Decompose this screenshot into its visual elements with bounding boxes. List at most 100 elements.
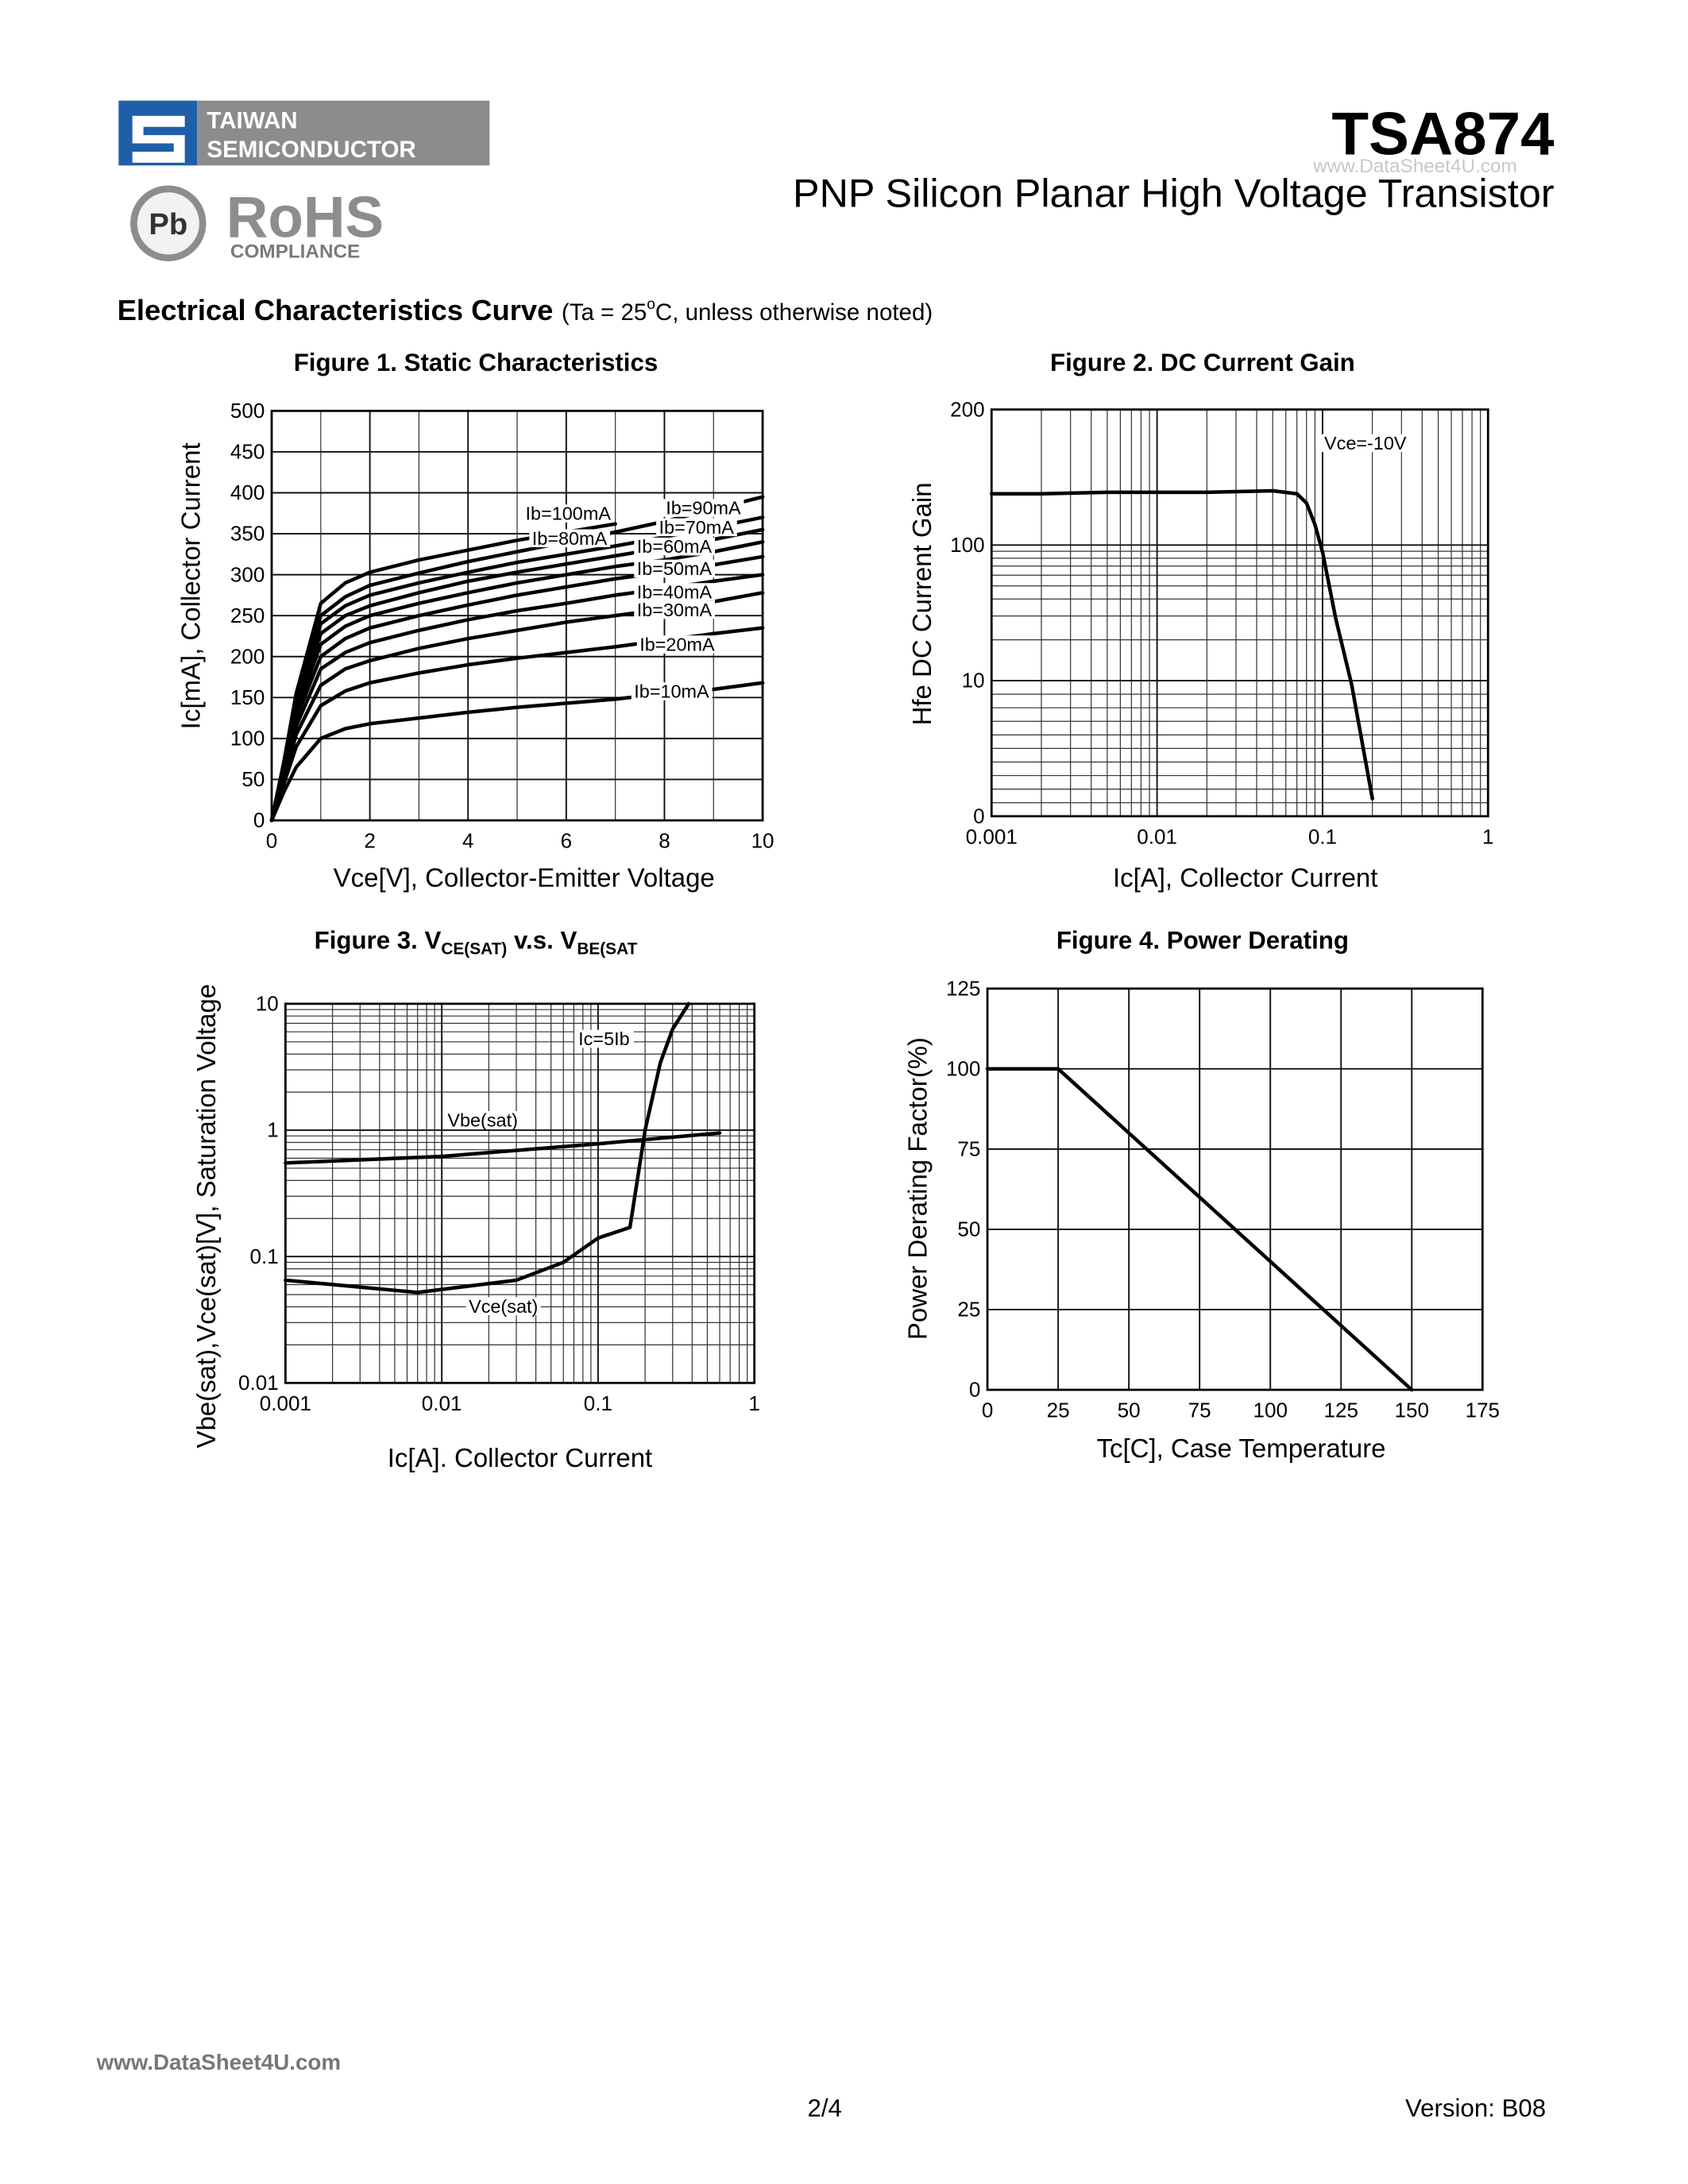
annotation: Ic=5Ib	[578, 1028, 629, 1049]
x-tick-label: 100	[1253, 1399, 1287, 1422]
compliance-label: COMPLIANCE	[230, 241, 360, 263]
label-background	[636, 635, 718, 654]
plot-frame	[990, 408, 1489, 818]
x-tick-label: 0.1	[584, 1391, 612, 1415]
label-background	[634, 537, 716, 556]
y-tick-label: 0.1	[250, 1244, 279, 1268]
x-tick-label: 2	[364, 829, 375, 853]
section-note-sup: o	[647, 296, 655, 313]
y-axis-label: Ic[mA], Collector Current	[176, 442, 206, 729]
x-tick-label: 6	[561, 829, 572, 853]
series-label: Ib=70mA	[659, 517, 735, 538]
label-background	[529, 529, 611, 548]
y-axis-label: Hfe DC Current Gain	[907, 482, 937, 725]
rohs-label: RoHS	[226, 186, 384, 250]
series-label: Ib=30mA	[637, 600, 713, 620]
x-tick-label: 0	[266, 829, 277, 853]
series-label: Ib=50mA	[637, 558, 713, 579]
x-tick-label: 0.001	[966, 824, 1018, 848]
y-tick-label: 350	[230, 522, 265, 546]
version: Version: B08	[1405, 2094, 1546, 2122]
label-background	[634, 583, 716, 601]
chart-title-text: Figure 3. V	[315, 926, 442, 954]
y-tick-label: 25	[957, 1298, 980, 1322]
x-tick-label: 0.01	[422, 1391, 462, 1415]
x-tick-label: 10	[751, 829, 774, 853]
y-tick-label: 400	[230, 480, 265, 504]
series-label: Ib=40mA	[637, 581, 713, 602]
x-tick-label: 50	[1118, 1399, 1141, 1422]
y-tick-label: 1	[267, 1118, 278, 1142]
section-title: Electrical Characteristics Curve (Ta = 25…	[118, 294, 933, 326]
chart-title-sub: CE(SAT)	[441, 940, 507, 958]
x-tick-label: 1	[1482, 824, 1493, 848]
chart: Figure 2. DC Current Gain 0.001 0.01 0.1 1 0 1…	[907, 349, 1494, 892]
chart-title: Figure 3. VCE(SAT) v.s. VBE(SAT	[315, 926, 638, 958]
y-tick-label: 300	[230, 562, 265, 586]
y-axis-label: Power Derating Factor(%)	[903, 1037, 933, 1340]
y-tick-label: 450	[230, 440, 265, 464]
pb-label: Pb	[149, 207, 187, 241]
part-number: TSA874	[1331, 100, 1555, 168]
y-tick-label: 250	[230, 604, 265, 627]
series-label: Ib=90mA	[666, 498, 741, 519]
logo-band	[197, 100, 490, 166]
y-tick-label: 500	[230, 399, 265, 423]
chart-title-sub: BE(SAT	[577, 940, 637, 958]
logo-glyph	[132, 115, 185, 163]
y-tick-label: 200	[230, 644, 265, 668]
company-name: TAIWAN	[207, 107, 297, 133]
curve	[985, 1067, 1414, 1392]
label-background	[634, 559, 716, 578]
plot-frame	[270, 409, 764, 822]
y-tick-label: 0	[253, 808, 265, 832]
label-background	[1319, 434, 1412, 453]
y-tick-label: 150	[230, 685, 265, 709]
series-label: Ib=100mA	[526, 504, 612, 524]
company-logo: TAIWAN SEMICONDUCTOR	[118, 100, 490, 166]
curve	[284, 1131, 722, 1165]
section-title-text: Electrical Characteristics Curve	[118, 294, 554, 326]
x-tick-label: 0	[982, 1399, 993, 1422]
x-tick-label: 0.1	[1308, 824, 1337, 848]
label-background	[465, 1297, 541, 1316]
x-axis-label: Tc[C], Case Temperature	[1096, 1433, 1385, 1463]
x-tick-label: 8	[659, 829, 670, 853]
chart-title: Figure 2. DC Current Gain	[1050, 349, 1355, 376]
subtitle: PNP Silicon Planar High Voltage Transist…	[793, 170, 1555, 215]
x-tick-label: 1	[748, 1391, 759, 1415]
x-tick-label: 0.01	[1137, 824, 1177, 848]
y-tick-label: 0	[973, 804, 984, 828]
company-name: SEMICONDUCTOR	[207, 137, 415, 163]
series-label: Vbe(sat)	[447, 1109, 518, 1130]
chart-title: Figure 4. Power Derating	[1056, 926, 1349, 954]
rohs-logo: Pb RoHS COMPLIANCE	[130, 185, 384, 263]
section-note: C, unless otherwise noted)	[655, 299, 933, 326]
curve	[990, 488, 1374, 801]
y-tick-label: 10	[256, 992, 279, 1016]
x-tick-label: 75	[1188, 1399, 1211, 1422]
y-tick-label: 100	[946, 1057, 980, 1081]
chart-title-text: v.s. V	[507, 926, 577, 954]
x-axis-label: Ic[A], Collector Current	[1113, 862, 1377, 892]
pb-circle	[130, 185, 207, 261]
y-tick-label: 100	[950, 533, 984, 557]
label-background	[523, 504, 614, 523]
series-label: Ib=80mA	[532, 528, 608, 549]
y-tick-label: 50	[957, 1217, 980, 1241]
label-background	[656, 518, 737, 537]
y-tick-label: 125	[946, 976, 980, 1000]
series-label: Vce(sat)	[469, 1296, 538, 1317]
y-tick-label: 200	[950, 397, 984, 421]
label-background	[631, 682, 713, 700]
section-note: (Ta = 25	[562, 299, 647, 326]
y-tick-label: 0	[969, 1378, 980, 1402]
x-axis-label: Ic[A]. Collector Current	[388, 1443, 652, 1472]
x-tick-label: 125	[1324, 1399, 1358, 1422]
label-background	[662, 499, 744, 517]
y-tick-label: 50	[241, 767, 265, 791]
